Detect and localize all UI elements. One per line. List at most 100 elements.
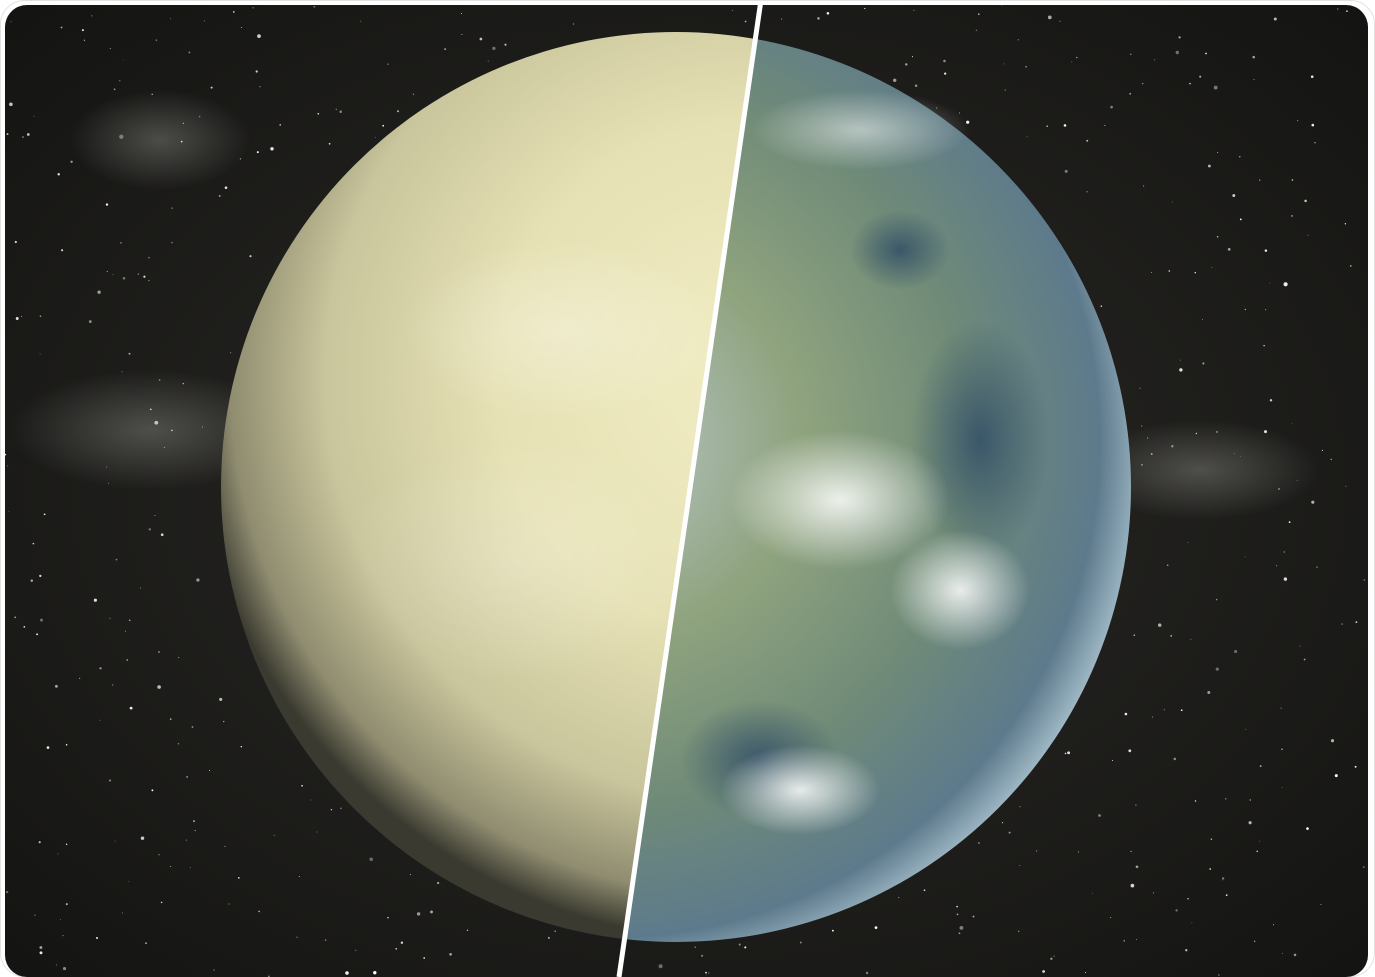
star (1067, 751, 1071, 755)
star (956, 905, 958, 908)
star (1133, 634, 1136, 636)
star (1185, 949, 1188, 952)
star (178, 657, 180, 659)
star (115, 558, 118, 561)
star (1321, 449, 1323, 451)
star (1019, 864, 1021, 866)
star (229, 352, 232, 354)
star (1355, 621, 1358, 624)
star (461, 34, 463, 36)
star (10, 21, 12, 23)
star (54, 684, 58, 688)
star (1179, 359, 1181, 361)
star (171, 241, 173, 244)
star (781, 18, 783, 20)
star (1053, 955, 1055, 957)
star (1179, 368, 1183, 372)
star (492, 46, 496, 51)
star (1222, 877, 1225, 880)
earth-cloud (730, 430, 950, 570)
star (120, 242, 122, 244)
star (1252, 55, 1255, 59)
star (1217, 152, 1219, 153)
star (259, 86, 261, 88)
star (32, 542, 35, 545)
star (1092, 893, 1094, 895)
earth-cloud (750, 90, 970, 170)
star (1001, 5, 1003, 7)
star (369, 857, 373, 862)
star (1227, 248, 1231, 251)
star (1187, 898, 1189, 900)
star (436, 881, 440, 885)
star (70, 160, 73, 163)
star (340, 807, 342, 810)
star (1063, 124, 1067, 127)
star (1064, 752, 1067, 755)
star (958, 932, 961, 935)
star (88, 320, 92, 324)
star (310, 799, 312, 801)
star (218, 194, 221, 197)
star (1263, 344, 1265, 347)
star (898, 896, 900, 899)
star (39, 946, 43, 949)
star (412, 93, 414, 95)
star (170, 18, 172, 20)
star (1110, 917, 1112, 918)
star (1141, 82, 1144, 85)
star (121, 371, 123, 373)
star (60, 919, 61, 920)
star (1320, 903, 1322, 906)
star (182, 122, 184, 124)
star (158, 650, 160, 653)
star (145, 942, 147, 944)
star (65, 743, 68, 746)
star (224, 845, 226, 847)
star (1139, 387, 1141, 389)
star (865, 971, 869, 975)
star (1283, 551, 1286, 553)
star (1239, 455, 1241, 457)
star (1008, 831, 1011, 834)
star (1064, 169, 1068, 173)
star (1239, 156, 1241, 158)
star (374, 137, 376, 138)
star (189, 867, 191, 868)
star (708, 972, 710, 974)
star (1189, 82, 1191, 85)
star (330, 809, 333, 811)
star (460, 12, 462, 15)
star (148, 280, 150, 282)
star (1195, 432, 1198, 435)
star (905, 63, 908, 66)
star (1221, 879, 1223, 881)
star (1130, 53, 1132, 55)
star (1173, 757, 1177, 761)
star (202, 426, 204, 428)
star (978, 842, 980, 844)
star (1311, 123, 1315, 127)
star (1244, 308, 1246, 311)
star (140, 836, 145, 840)
star (65, 843, 68, 845)
star (1296, 479, 1298, 481)
star (21, 316, 23, 318)
star (1046, 125, 1048, 127)
star (108, 779, 112, 782)
star (956, 913, 959, 916)
star (208, 769, 211, 771)
venus-planet (221, 32, 761, 942)
star (416, 912, 421, 916)
star (298, 876, 300, 878)
star (1253, 79, 1255, 80)
star (1283, 577, 1288, 581)
star (237, 876, 240, 879)
star (1211, 267, 1213, 268)
star (1084, 971, 1087, 974)
star (1191, 922, 1193, 924)
star (186, 776, 188, 778)
star (1259, 179, 1261, 181)
star (1363, 866, 1365, 868)
star (185, 839, 187, 841)
